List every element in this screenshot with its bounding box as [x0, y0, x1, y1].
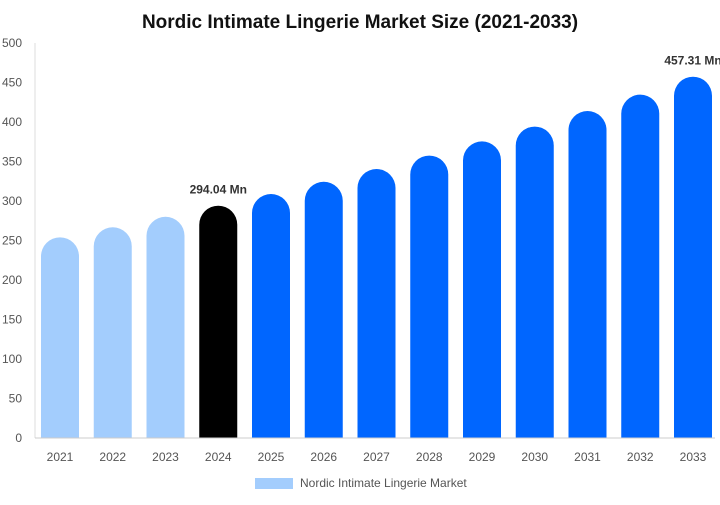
bar-2028: [410, 155, 449, 438]
legend[interactable]: Nordic Intimate Lingerie Market: [255, 476, 467, 490]
bar-2029: [463, 141, 501, 438]
x-tick-label: 2022: [99, 450, 126, 464]
y-tick-label: 500: [2, 36, 22, 50]
bar-2023: [146, 216, 185, 438]
y-tick-label: 100: [2, 352, 22, 366]
x-tick-label: 2033: [680, 450, 707, 464]
x-tick-label: 2029: [469, 450, 496, 464]
y-tick-label: 0: [15, 431, 22, 445]
bar-2024: [199, 205, 238, 438]
x-tick-label: 2030: [521, 450, 548, 464]
x-tick-label: 2028: [416, 450, 443, 464]
bar-2025: [252, 194, 290, 438]
x-tick-label: 2024: [205, 450, 232, 464]
x-tick-label: 2023: [152, 450, 179, 464]
y-tick-label: 350: [2, 155, 22, 169]
y-tick-label: 400: [2, 115, 22, 129]
y-tick-label: 50: [9, 392, 23, 406]
y-tick-label: 200: [2, 273, 22, 287]
data-label-2024: 294.04 Mn: [190, 183, 247, 197]
data-labels: 294.04 Mn 457.31 Mn: [190, 54, 720, 197]
x-tick-label: 2032: [627, 450, 654, 464]
bar-2021: [41, 237, 79, 438]
x-tick-label: 2027: [363, 450, 390, 464]
y-tick-label: 300: [2, 194, 22, 208]
legend-swatch: [255, 478, 293, 489]
bar-2033: [674, 76, 712, 438]
y-tick-label: 250: [2, 234, 22, 248]
x-axis: 2021 2022 2023 2024 2025 2026 2027 2028 2029 2030…: [35, 437, 715, 464]
data-label-2033: 457.31 Mn: [664, 54, 720, 68]
y-tick-label: 150: [2, 313, 22, 327]
bar-2031: [568, 111, 607, 439]
chart-title: Nordic Intimate Lingerie Market Size (20…: [142, 12, 578, 33]
bar-2026: [304, 181, 343, 439]
y-tick-label: 450: [2, 76, 22, 90]
bar-2032: [621, 94, 660, 438]
x-tick-label: 2026: [310, 450, 337, 464]
x-tick-label: 2021: [47, 450, 74, 464]
x-tick-label: 2031: [574, 450, 601, 464]
bars: [41, 76, 712, 439]
bar-2022: [93, 227, 132, 438]
bar-2030: [515, 126, 554, 438]
x-tick-label: 2025: [258, 450, 285, 464]
y-axis: 0 50 100 150 200 250 300 350 400 450 500: [2, 36, 36, 445]
bar-2027: [357, 169, 396, 438]
legend-label: Nordic Intimate Lingerie Market: [300, 476, 467, 490]
